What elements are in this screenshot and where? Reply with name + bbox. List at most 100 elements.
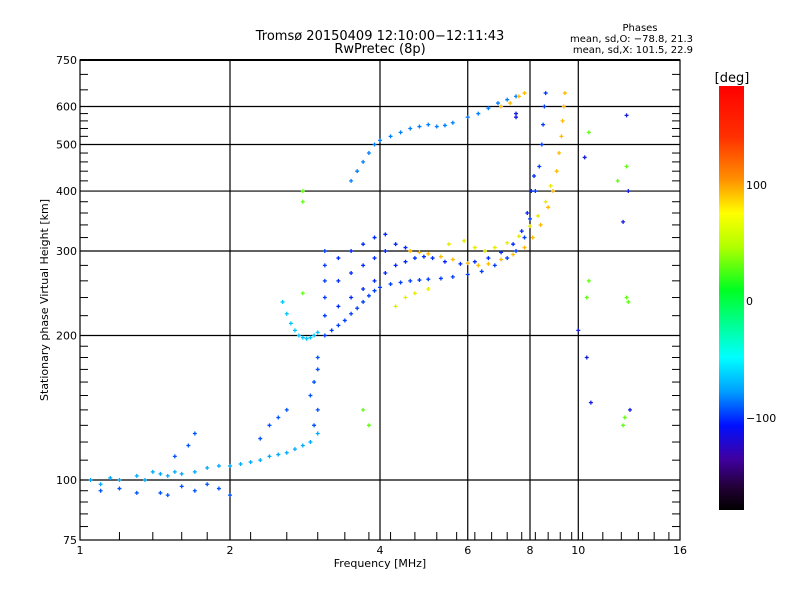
data-point [624, 295, 629, 300]
data-point [315, 367, 320, 372]
data-point [514, 115, 519, 120]
data-point [267, 423, 272, 428]
data-point [417, 278, 422, 283]
data-point [417, 124, 422, 129]
data-point [228, 493, 232, 498]
data-point [522, 235, 527, 240]
data-point [505, 256, 510, 261]
data-point [499, 250, 504, 255]
data-point [472, 259, 477, 264]
data-point [205, 482, 210, 487]
data-point [192, 488, 197, 493]
data-point [216, 463, 221, 468]
data-point [329, 328, 334, 333]
data-point [322, 295, 327, 300]
data-point [372, 288, 377, 293]
data-point [228, 463, 232, 468]
data-point [172, 469, 177, 474]
data-point [150, 469, 155, 474]
data-point [458, 261, 463, 266]
data-point [88, 478, 93, 483]
legend-title: Phases [622, 23, 657, 34]
data-point [446, 242, 451, 247]
data-point [172, 454, 177, 459]
data-point [450, 257, 455, 262]
data-point [412, 256, 417, 261]
data-point [355, 306, 360, 311]
data-point [300, 335, 305, 340]
x-tick-label: 6 [464, 544, 471, 557]
y-axis-label: Stationary phase Virtual Height [km] [38, 199, 51, 401]
data-point [516, 234, 521, 239]
data-point [322, 249, 327, 254]
y-tick-label: 600 [56, 101, 77, 114]
data-point [165, 473, 170, 478]
data-point [312, 423, 317, 428]
data-point [186, 443, 191, 448]
data-point [361, 299, 366, 304]
data-point [551, 189, 556, 194]
data-point [492, 263, 497, 268]
data-point [304, 336, 309, 341]
data-point [288, 321, 293, 326]
data-point [476, 263, 481, 268]
y-tick-label: 400 [56, 185, 77, 198]
data-point [621, 423, 626, 428]
data-point [465, 272, 470, 277]
data-point [412, 291, 417, 296]
data-point [322, 263, 327, 268]
data-point [372, 235, 377, 240]
data-point [355, 169, 360, 174]
data-point [312, 333, 317, 338]
data-point [621, 219, 626, 224]
data-point [258, 436, 263, 441]
data-point [562, 91, 567, 96]
data-point [378, 285, 382, 290]
data-point [426, 277, 431, 282]
data-point [430, 256, 435, 261]
colorbar-tick-100: 100 [746, 179, 767, 192]
data-point [442, 123, 447, 128]
data-point [525, 211, 530, 216]
data-point [438, 254, 443, 259]
data-point [546, 205, 551, 210]
legend-line-x: mean, sd,X: 101.5, 22.9 [573, 45, 693, 56]
y-tick-label: 100 [56, 474, 77, 487]
data-point [622, 415, 627, 420]
data-point [276, 452, 281, 457]
data-point [538, 222, 543, 227]
data-point [408, 278, 413, 283]
data-point [495, 101, 500, 106]
data-point [361, 263, 366, 268]
data-point [472, 245, 477, 250]
data-point [300, 291, 305, 296]
data-point [398, 130, 403, 135]
data-point [465, 115, 470, 120]
data-point [284, 407, 289, 412]
data-point [421, 254, 426, 259]
data-point [300, 443, 305, 448]
data-point [267, 454, 272, 459]
data-point [322, 313, 327, 318]
data-point [315, 407, 320, 412]
data-point [315, 431, 320, 436]
data-points [88, 91, 633, 498]
data-point [541, 122, 546, 127]
data-point [434, 124, 439, 129]
data-point [403, 259, 408, 264]
data-point [165, 493, 170, 498]
data-point [557, 151, 562, 156]
data-point [108, 475, 113, 480]
chart-title: Tromsø 20150409 12:10:00−12:11:43 [255, 29, 505, 44]
axes [79, 59, 681, 541]
data-point [366, 423, 371, 428]
x-tick-label: 1 [77, 544, 84, 557]
data-point [308, 440, 313, 445]
data-point [586, 278, 591, 283]
data-point [388, 282, 393, 287]
data-point [308, 393, 313, 398]
data-point [284, 450, 289, 455]
data-point [626, 189, 631, 194]
data-point [393, 263, 398, 268]
data-point [361, 287, 366, 292]
